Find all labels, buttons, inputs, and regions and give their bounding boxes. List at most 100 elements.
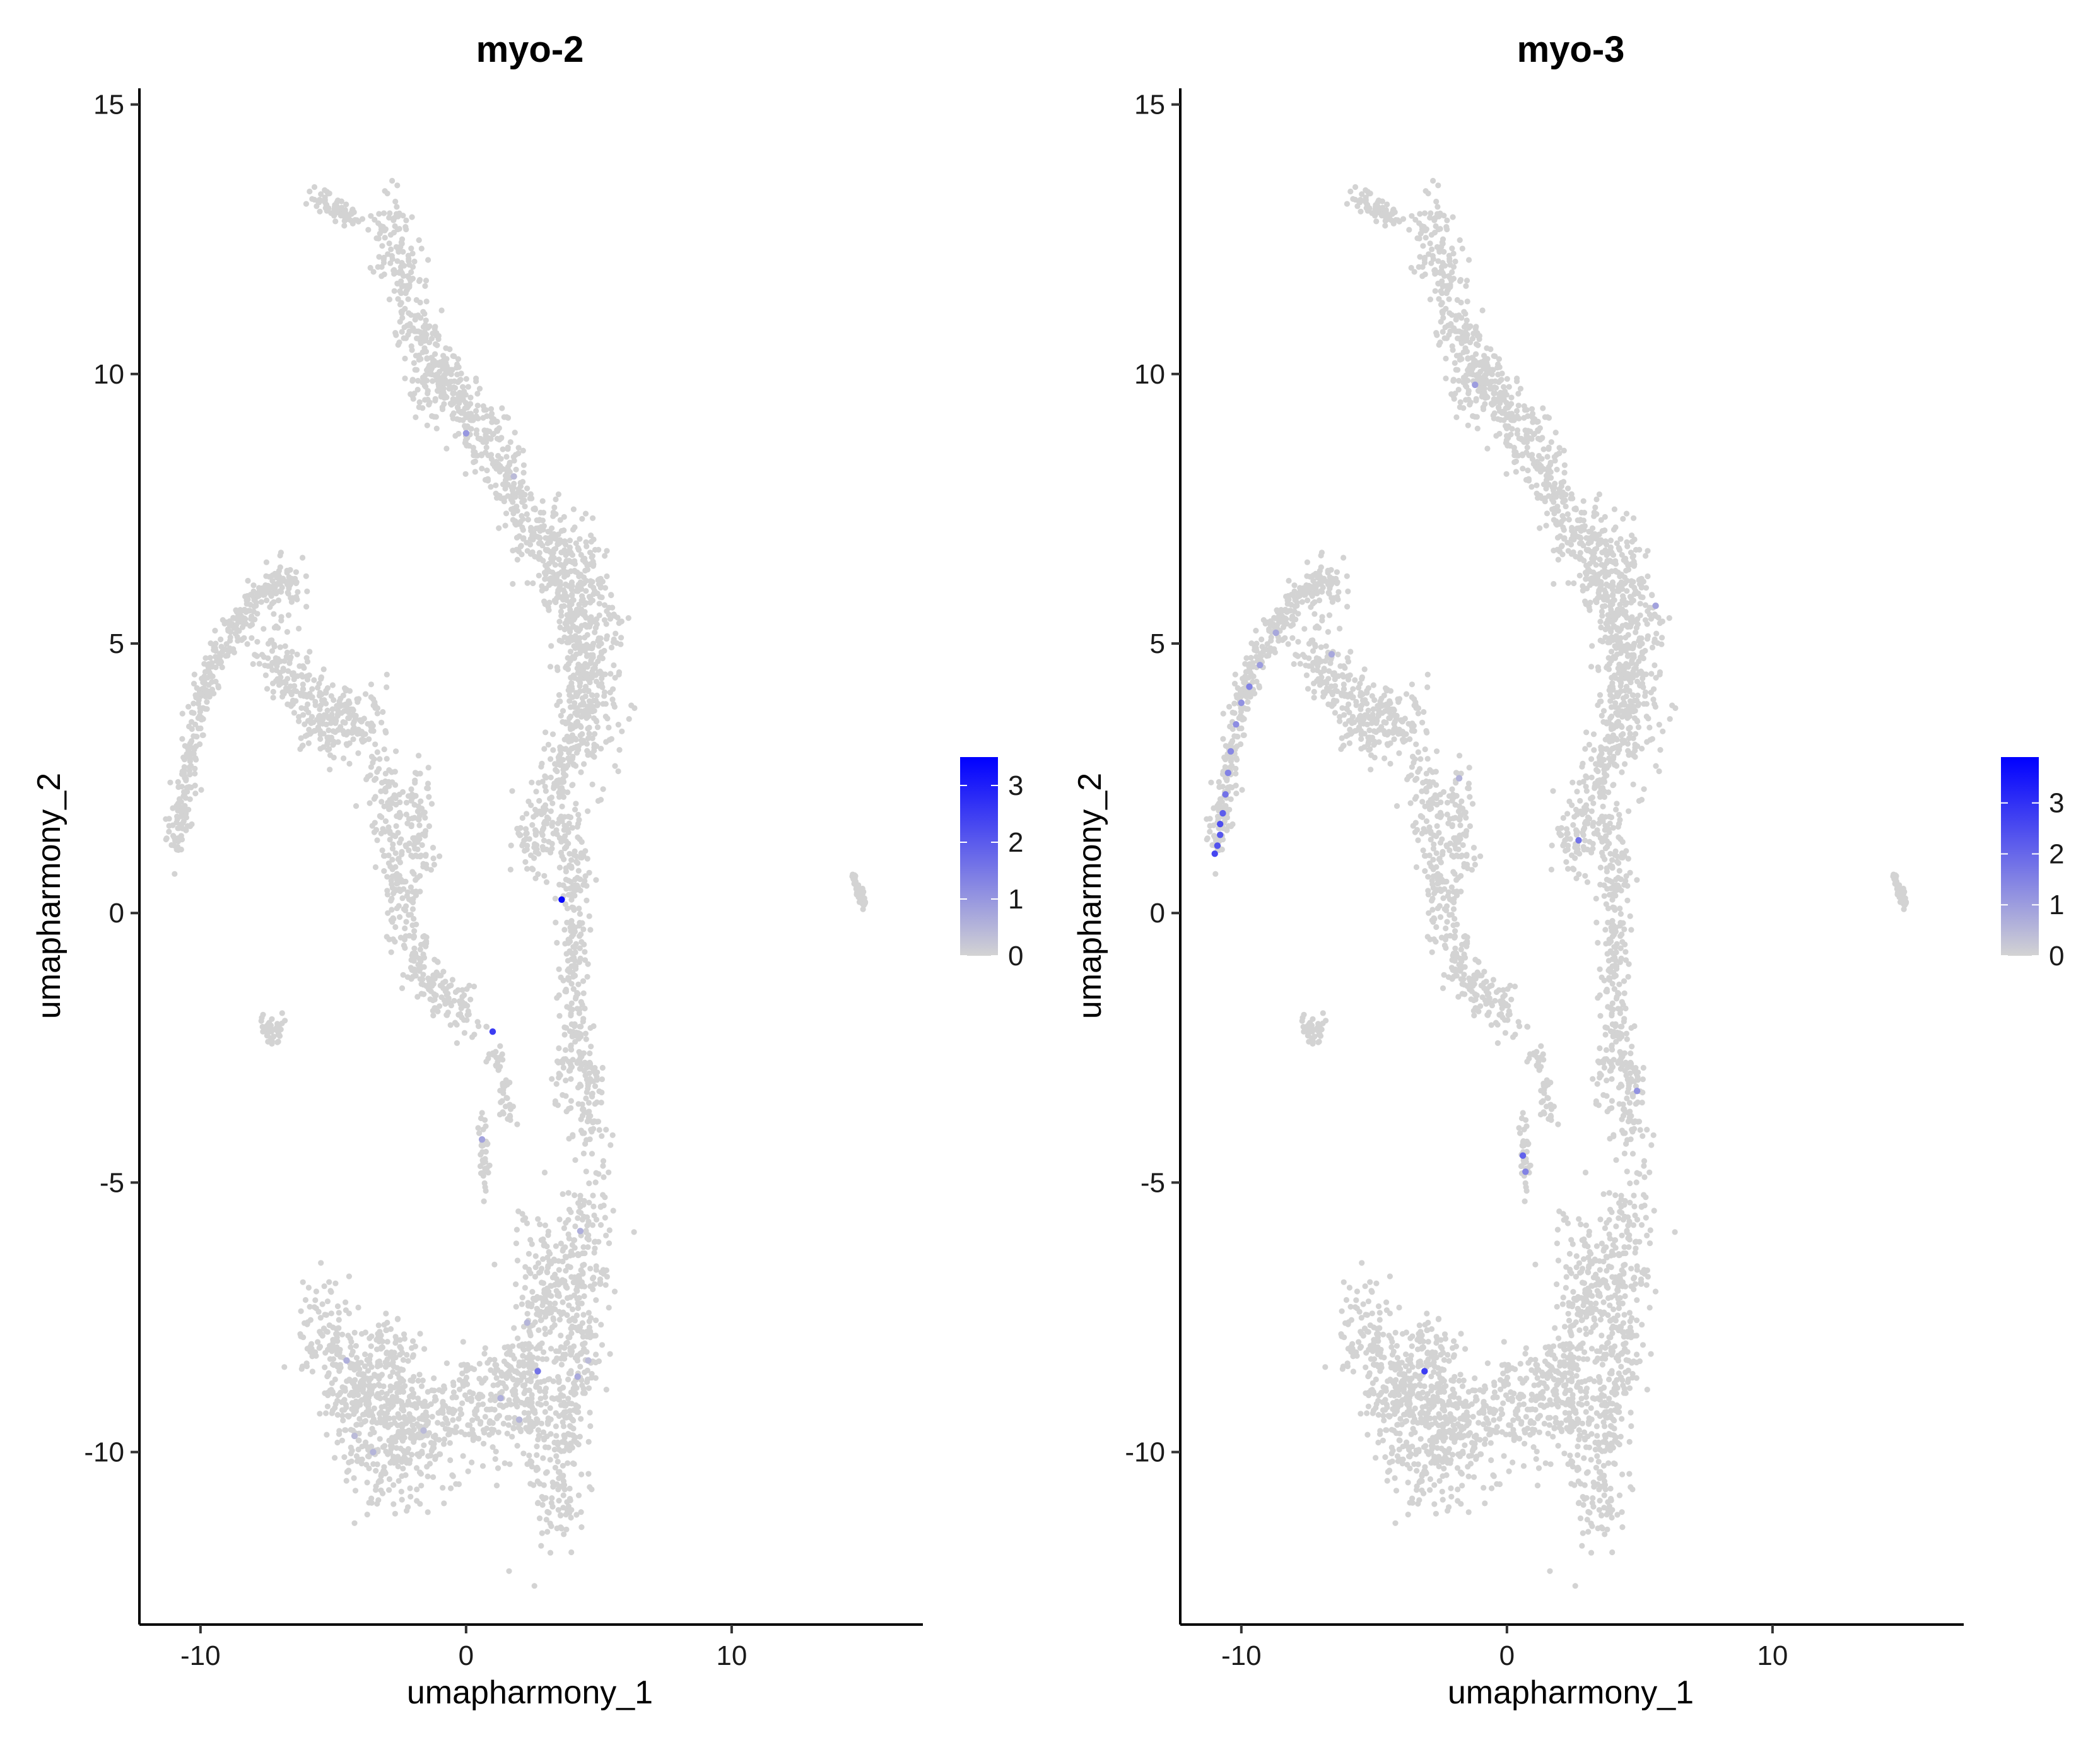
cell-point <box>566 1302 572 1308</box>
cell-point <box>274 581 281 587</box>
cell-point <box>305 1319 311 1326</box>
cell-point <box>209 686 216 693</box>
cell-point <box>374 749 380 755</box>
cell-point <box>345 709 352 715</box>
cell-point <box>518 543 524 549</box>
cell-point <box>275 597 282 604</box>
cell-point <box>300 663 306 669</box>
cell-point <box>486 1420 493 1426</box>
cell-point <box>575 981 582 987</box>
cell-point <box>570 986 577 992</box>
cell-point <box>503 1095 510 1101</box>
cell-point <box>570 1132 576 1138</box>
cell-point <box>1440 270 1446 276</box>
cell-point <box>539 844 546 850</box>
cell-point <box>611 1288 618 1295</box>
cell-point <box>566 639 572 645</box>
cell-point <box>513 1303 519 1310</box>
cell-point <box>1435 182 1441 189</box>
cell-point <box>282 643 288 649</box>
cell-point <box>568 568 574 575</box>
cell-point <box>572 674 578 681</box>
cell-point <box>367 1353 373 1359</box>
cell-point <box>311 184 318 191</box>
cell-point <box>586 724 592 731</box>
cell-point <box>397 799 403 806</box>
cell-point <box>332 1376 338 1383</box>
cell-point <box>606 724 612 731</box>
cell-point <box>563 558 570 564</box>
cell-point <box>432 324 438 330</box>
cell-point <box>450 410 457 416</box>
cell-point <box>1358 208 1364 215</box>
cell-point <box>594 1069 601 1076</box>
cell-point <box>536 797 543 804</box>
cell-point <box>509 1433 515 1440</box>
cell-point <box>585 1232 592 1238</box>
cell-point <box>599 1090 605 1096</box>
cell-point <box>534 1478 541 1484</box>
cell-point <box>599 594 605 601</box>
cell-point <box>502 522 508 529</box>
cell-point <box>517 832 524 838</box>
cell-point <box>420 951 426 958</box>
cell-point <box>284 649 290 655</box>
cell-point <box>375 1497 382 1503</box>
cell-point <box>573 801 579 807</box>
cell-point <box>570 1432 577 1438</box>
cell-point <box>318 674 324 681</box>
cell-point <box>1446 256 1453 262</box>
cell-point <box>474 1019 481 1025</box>
cell-point <box>256 585 262 591</box>
x-tick-label: 10 <box>716 1640 747 1671</box>
cell-point <box>450 1417 456 1423</box>
cell-point <box>550 509 556 515</box>
cell-point <box>542 1331 549 1337</box>
cell-point <box>549 1395 555 1401</box>
cell-point <box>556 1267 562 1273</box>
cell-point <box>428 367 434 373</box>
cell-point <box>582 957 589 963</box>
cell-point <box>496 469 503 475</box>
cell-point <box>284 589 291 596</box>
cell-point <box>353 1421 360 1428</box>
cell-point <box>285 612 292 618</box>
cell-point <box>389 881 395 888</box>
cell-point <box>424 982 430 989</box>
cell-point <box>568 1274 575 1280</box>
cell-point <box>436 1437 442 1443</box>
cell-point <box>337 703 344 709</box>
cell-point <box>343 1299 349 1305</box>
cell-point <box>386 215 392 221</box>
cell-point <box>593 877 599 883</box>
cell-point <box>567 1497 573 1503</box>
cell-point <box>479 1170 486 1176</box>
cell-point <box>242 616 249 622</box>
cell-point <box>431 1375 437 1382</box>
cell-point <box>589 735 595 741</box>
cell-point <box>479 1157 486 1163</box>
cell-point <box>476 1023 482 1030</box>
cell-point <box>1476 332 1482 339</box>
cell-point <box>524 485 531 491</box>
cell-point <box>226 649 232 655</box>
cell-point <box>341 213 347 220</box>
cell-point <box>384 1319 390 1326</box>
cell-point <box>312 1297 319 1303</box>
cell-point <box>409 791 416 797</box>
cell-point <box>430 1013 437 1019</box>
cell-point <box>399 1473 405 1479</box>
cell-point <box>556 966 562 972</box>
cell-point <box>320 731 327 737</box>
cell-point <box>547 1549 554 1556</box>
cell-point <box>586 731 592 737</box>
cell-point <box>619 728 625 734</box>
cell-point <box>413 972 419 979</box>
cell-point <box>608 592 614 598</box>
cell-point <box>561 547 568 553</box>
cell-point <box>367 1375 374 1382</box>
cell-point <box>502 1460 508 1466</box>
cell-point <box>413 953 419 960</box>
cell-point <box>589 1486 595 1493</box>
cell-point <box>451 353 457 360</box>
